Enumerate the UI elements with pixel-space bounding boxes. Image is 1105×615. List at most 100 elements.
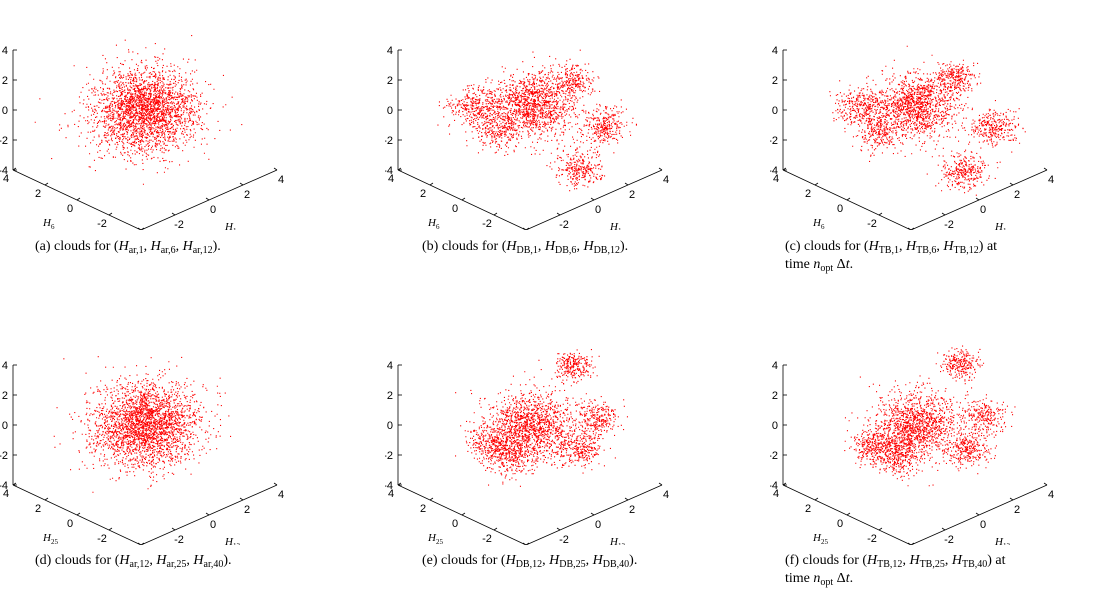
point-cluster <box>935 418 997 475</box>
y-tick-mark <box>429 497 434 501</box>
x-tick-mark <box>1043 167 1048 171</box>
z-tick-label: 2 <box>2 390 8 402</box>
z-tick-label: 0 <box>387 420 393 432</box>
x-tick-label: 0 <box>595 519 601 531</box>
x-tick-label: 2 <box>244 504 250 516</box>
y-tick-label: -2 <box>97 533 107 545</box>
x-tick-mark <box>590 197 595 201</box>
point-cluster <box>926 141 1001 196</box>
y-tick-mark <box>429 182 434 186</box>
y-tick-label: 4 <box>388 488 394 500</box>
y-tick-label: -2 <box>867 533 877 545</box>
x-tick-label: 2 <box>1014 504 1020 516</box>
z-tick-label: -4 <box>770 165 778 177</box>
z-tick-label: 0 <box>2 420 8 432</box>
z-tick-label: 2 <box>772 75 778 87</box>
x-tick-mark <box>522 542 527 545</box>
y-tick-label: 4 <box>773 488 779 500</box>
y-axis-label: H25 <box>427 532 443 545</box>
x-tick-label: 4 <box>278 174 284 186</box>
y-tick-mark <box>397 482 402 486</box>
x-tick-label: 0 <box>980 519 986 531</box>
y-tick-mark <box>397 167 402 171</box>
z-tick-label: 0 <box>387 105 393 117</box>
y-tick-label: 4 <box>388 173 394 185</box>
point-cloud <box>53 356 232 493</box>
y-tick-mark <box>108 212 113 216</box>
z-tick-label: -4 <box>385 165 393 177</box>
x-tick-mark <box>171 527 176 531</box>
y-tick-mark <box>461 197 466 201</box>
y-axis-label: H6 <box>812 217 825 230</box>
x-tick-label: -2 <box>174 534 184 545</box>
point-cluster <box>844 358 985 487</box>
x-tick-mark <box>624 497 629 501</box>
figure-caption-c: (c) clouds for (HTB,1, HTB,6, HTB,12) at… <box>785 239 998 274</box>
z-tick-label: 4 <box>2 45 8 57</box>
x-axis-label: H1 <box>994 221 1007 230</box>
data-points <box>34 35 243 185</box>
point-cloud <box>34 35 243 185</box>
x-tick-mark <box>522 227 527 230</box>
x-tick-mark <box>907 542 912 545</box>
x-tick-mark <box>658 167 663 171</box>
z-tick-label: 4 <box>2 360 8 372</box>
z-tick-label: -4 <box>0 165 8 177</box>
x-tick-mark <box>1009 182 1014 186</box>
z-tick-label: -2 <box>385 135 393 147</box>
x-tick-mark <box>624 182 629 186</box>
z-tick-label: -2 <box>770 450 778 462</box>
point-cluster <box>538 349 600 387</box>
x-tick-mark <box>658 482 663 486</box>
z-tick-label: 2 <box>387 75 393 87</box>
y-axis-label: H6 <box>427 217 440 230</box>
data-points <box>546 138 606 192</box>
x-tick-label: 4 <box>278 489 284 501</box>
x-tick-label: -2 <box>174 219 184 230</box>
x-tick-mark <box>205 512 210 516</box>
point-cluster <box>946 394 1016 442</box>
x-tick-mark <box>556 527 561 531</box>
x-tick-mark <box>556 212 561 216</box>
point-cluster <box>567 396 628 444</box>
x-tick-label: 0 <box>210 519 216 531</box>
y-tick-label: -2 <box>867 218 877 230</box>
z-tick-label: 4 <box>772 45 778 57</box>
z-tick-label: -2 <box>770 135 778 147</box>
x-tick-mark <box>239 182 244 186</box>
data-points <box>546 421 616 474</box>
z-tick-label: -4 <box>0 480 8 492</box>
y-tick-label: 2 <box>805 503 811 515</box>
y-tick-label: 0 <box>67 518 73 530</box>
x-axis-label: H12 <box>609 536 625 545</box>
y-tick-label: 0 <box>452 203 458 215</box>
point-cluster <box>53 356 232 493</box>
x-tick-label: 4 <box>1048 174 1054 186</box>
data-points <box>53 356 232 493</box>
y-tick-label: 2 <box>420 188 426 200</box>
x-tick-label: 4 <box>1048 489 1054 501</box>
x-tick-label: 0 <box>210 204 216 216</box>
x-tick-label: 2 <box>629 189 635 201</box>
figure-caption-d: (d) clouds for (Har,12, Har,25, Har,40). <box>35 553 232 570</box>
point-cluster <box>539 49 601 110</box>
y-tick-mark <box>493 212 498 216</box>
y-axis-label: H25 <box>812 532 828 545</box>
data-points <box>466 51 594 159</box>
point-cluster <box>829 77 903 139</box>
point-cluster <box>455 369 607 487</box>
y-tick-label: 2 <box>805 188 811 200</box>
x-tick-label: -2 <box>944 219 954 230</box>
y-tick-label: 4 <box>3 488 9 500</box>
x-tick-mark <box>941 212 946 216</box>
point-cluster <box>34 35 243 185</box>
